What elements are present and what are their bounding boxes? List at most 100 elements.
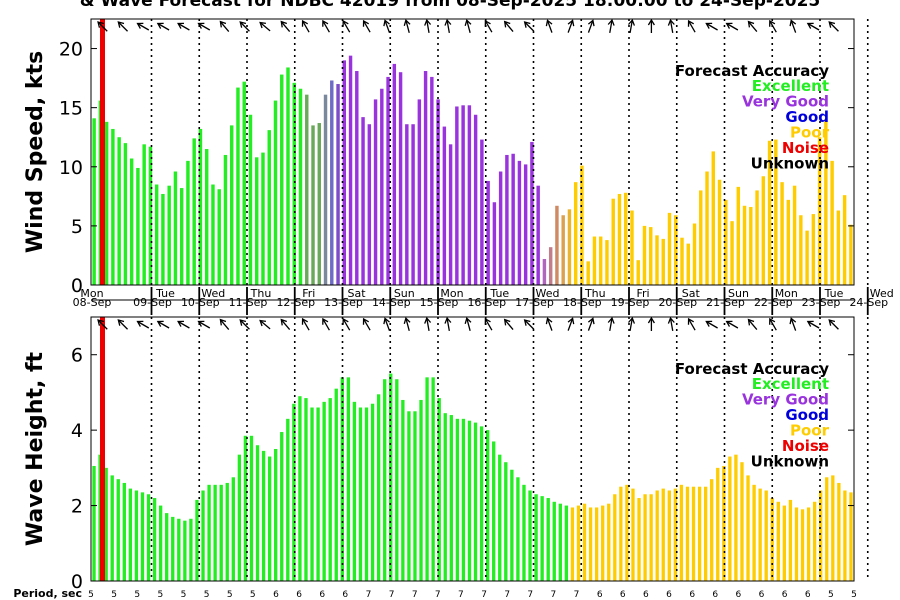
- wave-bar: [473, 422, 478, 581]
- wave-bar: [806, 507, 811, 581]
- wave-arrow-icon: [219, 318, 230, 331]
- wave-bar: [685, 486, 690, 581]
- arrow-shaft: [670, 318, 674, 332]
- period-value: 6: [319, 590, 325, 600]
- wave-bar: [146, 494, 151, 581]
- wave-arrow-icon: [725, 320, 739, 329]
- arrow-head: [197, 22, 205, 29]
- wave-bar: [643, 494, 647, 581]
- arrow-head: [747, 318, 755, 326]
- wave-bar: [225, 482, 229, 581]
- wind-bar: [173, 171, 178, 285]
- wave-bar: [667, 490, 671, 581]
- arrow-head: [117, 319, 125, 326]
- wave-bar: [280, 432, 284, 581]
- wave-arrow-icon: [280, 318, 291, 331]
- wind-bar: [367, 124, 372, 285]
- wave-bar: [376, 394, 381, 581]
- period-value: 7: [412, 590, 418, 600]
- wind-ytick-label: 20: [59, 39, 83, 61]
- wave-bar: [788, 499, 793, 581]
- arrow-head: [667, 316, 675, 324]
- wind-bar: [211, 184, 215, 285]
- wind-bar: [642, 225, 647, 285]
- wave-bar: [540, 496, 544, 581]
- wave-legend-poor: Poor: [790, 422, 830, 440]
- wind-arrow-icon: [503, 20, 514, 33]
- wind-bar: [617, 193, 622, 285]
- wave-bar: [479, 426, 484, 581]
- wind-bar: [104, 121, 109, 285]
- wave-bar: [134, 490, 139, 581]
- wind-ytick-label: 0: [71, 275, 83, 297]
- wave-bar: [401, 399, 405, 581]
- wind-bar: [323, 94, 328, 285]
- arrow-shaft: [343, 319, 351, 331]
- arrow-shaft: [240, 320, 250, 330]
- day-label: Fri: [302, 287, 315, 300]
- wave-bar: [782, 505, 787, 581]
- wave-ytick-label: 0: [71, 571, 83, 593]
- arrow-shaft: [199, 321, 211, 329]
- wind-bar: [842, 195, 847, 285]
- day-label: Sun: [394, 287, 415, 300]
- wind-bar: [461, 105, 465, 285]
- wave-bar: [831, 475, 835, 581]
- wind-bar: [486, 180, 490, 285]
- wave-arrow-icon: [342, 317, 351, 331]
- period-value: 6: [759, 590, 765, 600]
- arrow-head: [342, 317, 349, 325]
- wave-bar: [625, 484, 629, 581]
- wind-arrow-icon: [136, 22, 150, 31]
- wave-bar: [328, 398, 332, 581]
- wind-bar: [511, 153, 515, 285]
- wind-arrow-icon: [747, 20, 758, 33]
- wind-bar: [255, 157, 259, 285]
- wind-bar: [799, 215, 803, 285]
- arrow-head: [156, 22, 164, 29]
- wind-arrow-icon: [239, 21, 250, 32]
- arrow-head: [725, 22, 733, 29]
- wind-legend-unknown: Unknown: [751, 155, 829, 173]
- wave-bar: [304, 398, 308, 581]
- arrow-head: [259, 319, 266, 327]
- arrow-shaft: [688, 319, 696, 331]
- wave-legend-excellent: Excellent: [752, 375, 829, 393]
- date-label: 23-Sep: [802, 296, 841, 309]
- wind-bar: [649, 227, 653, 285]
- arrow-shaft: [158, 23, 170, 31]
- wind-arrow-icon: [280, 20, 291, 33]
- arrow-head: [587, 317, 595, 325]
- wind-bar: [411, 124, 415, 285]
- arrow-shaft: [808, 321, 820, 329]
- wave-day-grid: [150, 317, 869, 581]
- period-value: 6: [296, 590, 302, 600]
- arrow-head: [484, 317, 491, 325]
- arrow-shaft: [706, 23, 718, 31]
- wind-arrow-icon: [362, 19, 371, 33]
- wind-arrow-icon: [667, 18, 675, 34]
- arrow-head: [197, 320, 205, 327]
- wave-bar: [395, 379, 399, 581]
- wind-bar: [442, 126, 447, 285]
- wave-ytick-label: 4: [71, 420, 83, 442]
- arrow-shaft: [302, 319, 310, 331]
- arrow-shaft: [547, 319, 553, 331]
- wave-bar: [691, 486, 696, 581]
- wave-bar: [189, 518, 193, 581]
- day-label: Mon: [440, 287, 463, 300]
- wind-arrow-icon: [117, 21, 129, 32]
- wave-bar: [467, 420, 472, 581]
- wind-arrow-icon: [545, 19, 553, 33]
- wave-bar: [800, 509, 805, 581]
- arrow-head: [667, 18, 675, 26]
- wave-ytick-label: 6: [71, 345, 83, 367]
- wind-bar: [417, 99, 422, 285]
- arrow-head: [789, 19, 797, 27]
- arrow-shaft: [446, 20, 450, 34]
- wave-bar: [298, 396, 302, 581]
- arrow-head: [705, 320, 713, 327]
- arrow-head: [484, 19, 491, 27]
- wave-bar: [492, 441, 496, 581]
